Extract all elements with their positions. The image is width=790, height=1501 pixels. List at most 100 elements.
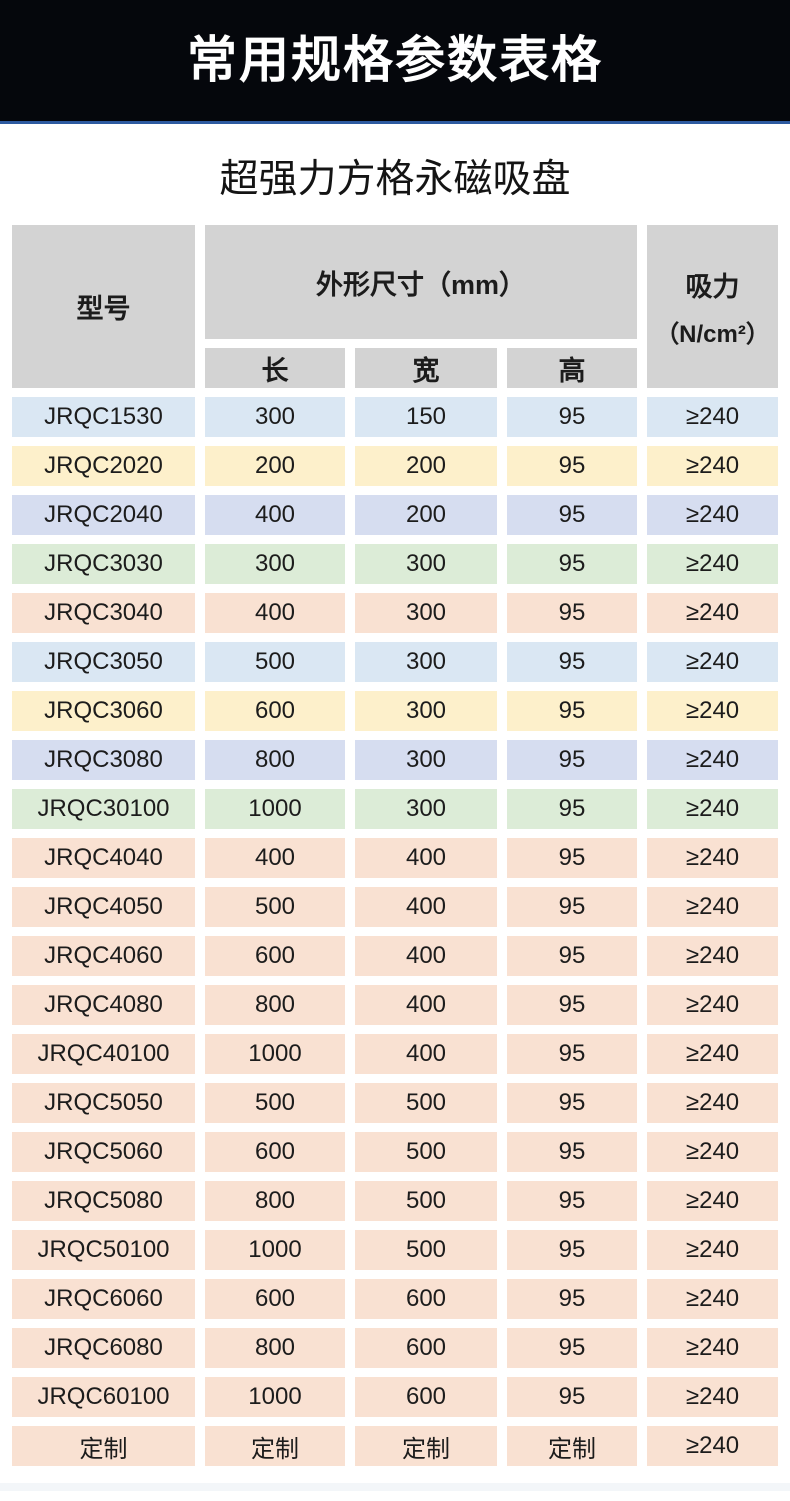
- cell-height: 95: [507, 642, 638, 682]
- cell-model: JRQC4080: [12, 985, 195, 1025]
- cell-height: 95: [507, 740, 638, 780]
- cell-force: ≥240: [647, 1230, 779, 1270]
- cell-model: JRQC5080: [12, 1181, 195, 1221]
- header-dimensions-group: 外形尺寸（mm）: [205, 225, 638, 339]
- cell-width: 600: [355, 1279, 497, 1319]
- cell-length: 300: [205, 397, 345, 437]
- cell-width: 400: [355, 887, 497, 927]
- cell-width: 600: [355, 1328, 497, 1368]
- table-row: JRQC4050 500 400 95 ≥240: [12, 887, 779, 927]
- cell-height: 95: [507, 838, 638, 878]
- cell-height: 95: [507, 789, 638, 829]
- cell-model: JRQC3080: [12, 740, 195, 780]
- cell-model: JRQC60100: [12, 1377, 195, 1417]
- cell-length: 定制: [205, 1426, 345, 1466]
- header-width: 宽: [355, 348, 497, 388]
- table-row: JRQC6080 800 600 95 ≥240: [12, 1328, 779, 1368]
- cell-model: JRQC5050: [12, 1083, 195, 1123]
- cell-height: 95: [507, 446, 638, 486]
- cell-width: 600: [355, 1377, 497, 1417]
- cell-height: 定制: [507, 1426, 638, 1466]
- cell-model: JRQC5060: [12, 1132, 195, 1172]
- table-row: JRQC6060 600 600 95 ≥240: [12, 1279, 779, 1319]
- cell-width: 300: [355, 593, 497, 633]
- table-row: JRQC3080 800 300 95 ≥240: [12, 740, 779, 780]
- cell-length: 400: [205, 593, 345, 633]
- cell-height: 95: [507, 1230, 638, 1270]
- cell-length: 600: [205, 1132, 345, 1172]
- cell-force: ≥240: [647, 789, 779, 829]
- cell-force: ≥240: [647, 838, 779, 878]
- cell-model: JRQC2020: [12, 446, 195, 486]
- cell-model: JRQC6060: [12, 1279, 195, 1319]
- cell-force: ≥240: [647, 446, 779, 486]
- cell-height: 95: [507, 495, 638, 535]
- cell-height: 95: [507, 691, 638, 731]
- cell-force: ≥240: [647, 1181, 779, 1221]
- cell-length: 800: [205, 740, 345, 780]
- cell-height: 95: [507, 1279, 638, 1319]
- cell-model: JRQC1530: [12, 397, 195, 437]
- cell-width: 400: [355, 1034, 497, 1074]
- cell-length: 1000: [205, 1230, 345, 1270]
- cell-width: 400: [355, 985, 497, 1025]
- table-row: JRQC4060 600 400 95 ≥240: [12, 936, 779, 976]
- cell-height: 95: [507, 1181, 638, 1221]
- cell-width: 300: [355, 544, 497, 584]
- header-force: 吸力 （N/cm²）: [647, 225, 779, 388]
- header-height: 高: [507, 348, 638, 388]
- cell-length: 1000: [205, 1377, 345, 1417]
- cell-force: ≥240: [647, 397, 779, 437]
- cell-width: 500: [355, 1181, 497, 1221]
- cell-height: 95: [507, 1377, 638, 1417]
- header-force-unit: （N/cm²）: [655, 320, 770, 348]
- cell-model: JRQC4060: [12, 936, 195, 976]
- cell-height: 95: [507, 985, 638, 1025]
- cell-force: ≥240: [647, 1426, 779, 1466]
- cell-force: ≥240: [647, 887, 779, 927]
- cell-length: 200: [205, 446, 345, 486]
- cell-force: ≥240: [647, 642, 779, 682]
- cell-force: ≥240: [647, 1083, 779, 1123]
- table-row: 定制 定制 定制 定制 ≥240: [12, 1426, 779, 1466]
- cell-width: 定制: [355, 1426, 497, 1466]
- cell-width: 150: [355, 397, 497, 437]
- cell-model: 定制: [12, 1426, 195, 1466]
- cell-width: 300: [355, 642, 497, 682]
- cell-length: 1000: [205, 789, 345, 829]
- cell-length: 600: [205, 1279, 345, 1319]
- cell-length: 500: [205, 1083, 345, 1123]
- cell-width: 500: [355, 1132, 497, 1172]
- cell-height: 95: [507, 1328, 638, 1368]
- cell-force: ≥240: [647, 544, 779, 584]
- table-row: JRQC3050 500 300 95 ≥240: [12, 642, 779, 682]
- footer-band: [0, 1483, 790, 1491]
- header-force-label: 吸力: [685, 271, 740, 302]
- cell-length: 500: [205, 887, 345, 927]
- header-model: 型号: [12, 225, 195, 388]
- table-row: JRQC2040 400 200 95 ≥240: [12, 495, 779, 535]
- table-row: JRQC30100 1000 300 95 ≥240: [12, 789, 779, 829]
- cell-height: 95: [507, 593, 638, 633]
- cell-model: JRQC50100: [12, 1230, 195, 1270]
- cell-model: JRQC2040: [12, 495, 195, 535]
- cell-width: 200: [355, 446, 497, 486]
- table-row: JRQC60100 1000 600 95 ≥240: [12, 1377, 779, 1417]
- cell-height: 95: [507, 887, 638, 927]
- cell-model: JRQC3040: [12, 593, 195, 633]
- cell-height: 95: [507, 1083, 638, 1123]
- cell-model: JRQC4050: [12, 887, 195, 927]
- cell-force: ≥240: [647, 1279, 779, 1319]
- table-row: JRQC3040 400 300 95 ≥240: [12, 593, 779, 633]
- cell-height: 95: [507, 397, 638, 437]
- table-row: JRQC5050 500 500 95 ≥240: [12, 1083, 779, 1123]
- cell-force: ≥240: [647, 1132, 779, 1172]
- cell-length: 400: [205, 495, 345, 535]
- spec-table-container: 型号 外形尺寸（mm） 吸力 （N/cm²） 长 宽 高 JRQC1530 300…: [0, 216, 790, 1475]
- cell-width: 500: [355, 1083, 497, 1123]
- cell-length: 800: [205, 1181, 345, 1221]
- table-row: JRQC2020 200 200 95 ≥240: [12, 446, 779, 486]
- table-row: JRQC4080 800 400 95 ≥240: [12, 985, 779, 1025]
- cell-length: 600: [205, 691, 345, 731]
- cell-width: 400: [355, 936, 497, 976]
